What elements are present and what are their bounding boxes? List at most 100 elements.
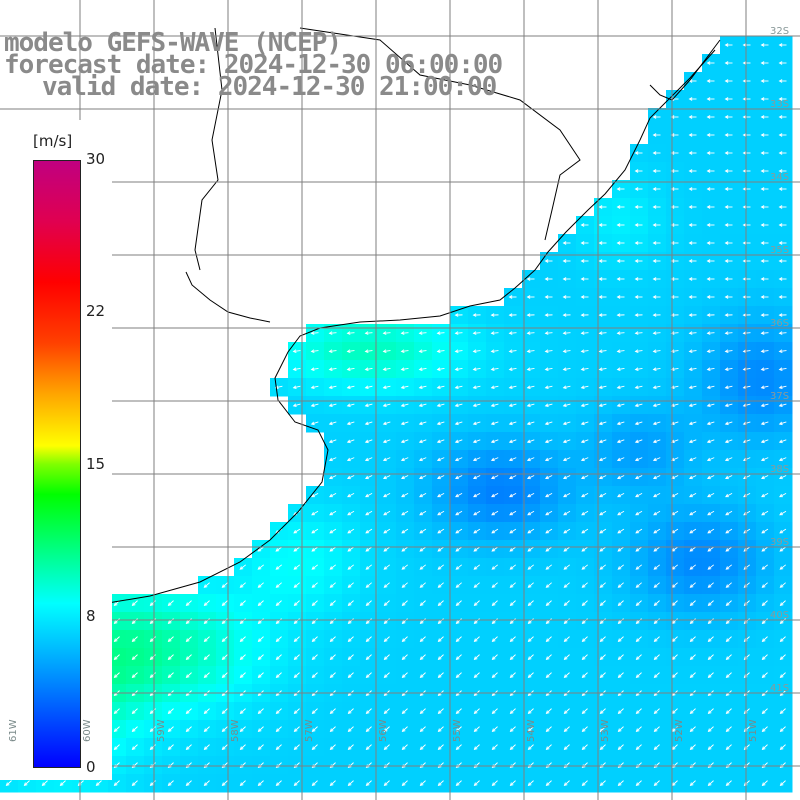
wind-arrow (563, 762, 570, 769)
latitude-label: 35S (770, 245, 790, 256)
wind-arrow (580, 475, 589, 480)
wind-arrow (760, 295, 769, 299)
wind-arrow (653, 582, 660, 588)
wind-arrow (149, 654, 156, 661)
wind-arrow (689, 762, 696, 769)
wind-arrow (634, 403, 643, 408)
wind-arrow (599, 744, 606, 751)
wind-arrow (527, 672, 534, 679)
wind-arrow (311, 528, 319, 534)
wind-arrow (581, 654, 588, 661)
wind-arrow (185, 654, 192, 661)
wind-arrow (473, 528, 481, 534)
wind-arrow (761, 492, 769, 498)
wind-arrow (131, 600, 138, 607)
wind-arrow (347, 780, 354, 787)
wind-arrow (616, 295, 625, 299)
wind-arrow (346, 367, 355, 371)
wind-arrow (527, 780, 534, 787)
wind-arrow (149, 780, 156, 787)
wind-arrow (652, 457, 661, 462)
wind-arrow (437, 636, 444, 643)
wind-arrow (707, 708, 714, 715)
wind-arrow (616, 421, 625, 426)
wind-arrow (581, 546, 589, 552)
wind-arrow (725, 672, 732, 679)
wind-arrow (706, 187, 715, 191)
wind-arrow (167, 600, 174, 607)
wind-arrow (113, 780, 120, 787)
wind-arrow (562, 313, 571, 317)
wind-arrow (473, 726, 480, 733)
wind-arrow (742, 259, 751, 263)
wind-arrow (544, 457, 553, 462)
wind-arrow (239, 564, 247, 570)
wind-arrow (328, 331, 337, 335)
wind-arrow (383, 744, 390, 751)
wind-arrow (400, 403, 409, 408)
wind-arrow (688, 367, 697, 371)
wind-arrow (454, 475, 463, 480)
wind-arrow (652, 169, 661, 173)
wind-arrow (724, 475, 733, 480)
wind-arrow (347, 744, 354, 751)
wind-arrow (742, 43, 751, 47)
wind-arrow (635, 780, 642, 787)
wind-arrow (742, 367, 751, 371)
wind-arrow (257, 780, 264, 787)
wind-arrow (760, 439, 769, 444)
wind-arrow (239, 744, 246, 751)
wind-arrow (653, 618, 660, 625)
wind-arrow (473, 564, 481, 570)
wind-arrow (616, 349, 625, 353)
wind-arrow (401, 672, 408, 679)
wind-arrow (725, 636, 732, 643)
wind-arrow (599, 582, 606, 588)
wind-arrow (635, 618, 642, 625)
wind-arrow (652, 205, 661, 209)
wind-arrow (292, 385, 301, 390)
wind-arrow (328, 403, 337, 408)
wind-arrow (707, 582, 714, 588)
wind-arrow (761, 564, 769, 570)
wind-arrow (562, 385, 571, 390)
longitude-label: 51W (748, 719, 759, 742)
wind-arrow (383, 492, 391, 498)
wind-arrow (509, 546, 517, 552)
wind-arrow (508, 349, 517, 353)
wind-arrow (779, 708, 786, 715)
wind-arrow (545, 672, 552, 679)
wind-arrow (364, 367, 373, 371)
latitude-label: 34S (770, 172, 790, 183)
wind-arrow (598, 205, 607, 209)
wind-arrow (724, 43, 733, 47)
wind-arrow (527, 510, 535, 516)
wind-arrow (383, 582, 390, 588)
wind-arrow (526, 295, 535, 299)
wind-arrow (509, 582, 516, 588)
wind-arrow (418, 403, 427, 408)
wind-arrow (239, 780, 246, 787)
wind-arrow (365, 492, 373, 498)
wind-arrow (760, 151, 769, 155)
wind-arrow (562, 277, 571, 281)
wind-arrow (365, 564, 373, 570)
wind-arrow (760, 43, 769, 47)
wind-arrow (707, 762, 714, 769)
colorbar-unit: [m/s] (33, 132, 73, 150)
wind-arrow (760, 331, 769, 335)
latitude-label: 38S (770, 464, 790, 475)
wind-arrow (616, 367, 625, 371)
wind-arrow (779, 564, 787, 570)
wind-arrow (526, 403, 535, 408)
wind-arrow (473, 654, 480, 661)
wind-arrow (635, 636, 642, 643)
wind-arrow (761, 636, 768, 643)
wind-arrow (760, 79, 769, 83)
wind-arrow (275, 636, 282, 643)
wind-arrow (419, 708, 426, 715)
wind-arrow (418, 421, 427, 426)
wind-arrow (688, 277, 697, 281)
wind-arrow (580, 367, 589, 371)
wind-arrow (167, 672, 174, 679)
